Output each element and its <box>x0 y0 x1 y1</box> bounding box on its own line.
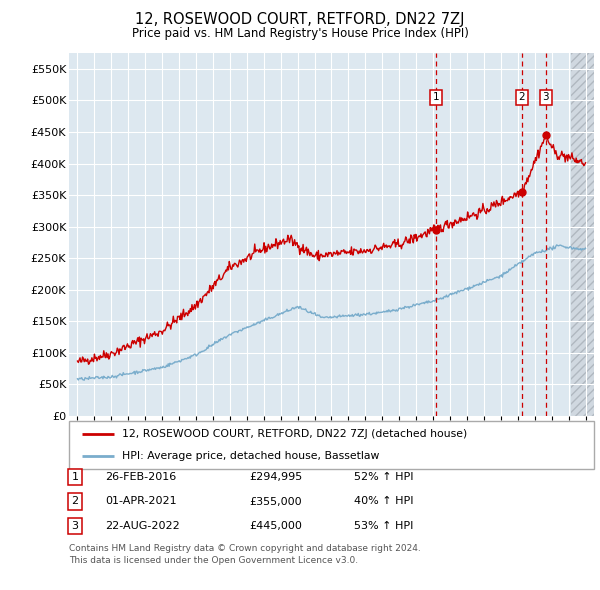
Text: £445,000: £445,000 <box>249 522 302 531</box>
Text: 12, ROSEWOOD COURT, RETFORD, DN22 7ZJ: 12, ROSEWOOD COURT, RETFORD, DN22 7ZJ <box>135 12 465 27</box>
Text: 22-AUG-2022: 22-AUG-2022 <box>105 522 180 531</box>
Text: 12, ROSEWOOD COURT, RETFORD, DN22 7ZJ (detached house): 12, ROSEWOOD COURT, RETFORD, DN22 7ZJ (d… <box>121 429 467 439</box>
Text: £355,000: £355,000 <box>249 497 302 506</box>
Text: 52% ↑ HPI: 52% ↑ HPI <box>354 472 413 481</box>
Text: 01-APR-2021: 01-APR-2021 <box>105 497 176 506</box>
Text: 1: 1 <box>433 92 439 102</box>
Text: 53% ↑ HPI: 53% ↑ HPI <box>354 522 413 531</box>
Text: 3: 3 <box>71 522 79 531</box>
Text: Price paid vs. HM Land Registry's House Price Index (HPI): Price paid vs. HM Land Registry's House … <box>131 27 469 40</box>
Text: 2: 2 <box>71 497 79 506</box>
Bar <box>571 53 594 416</box>
Text: 26-FEB-2016: 26-FEB-2016 <box>105 472 176 481</box>
Text: HPI: Average price, detached house, Bassetlaw: HPI: Average price, detached house, Bass… <box>121 451 379 461</box>
Text: 1: 1 <box>71 472 79 481</box>
Text: 3: 3 <box>542 92 549 102</box>
Text: 40% ↑ HPI: 40% ↑ HPI <box>354 497 413 506</box>
FancyBboxPatch shape <box>69 421 594 469</box>
Text: This data is licensed under the Open Government Licence v3.0.: This data is licensed under the Open Gov… <box>69 556 358 565</box>
Text: Contains HM Land Registry data © Crown copyright and database right 2024.: Contains HM Land Registry data © Crown c… <box>69 545 421 553</box>
Text: 2: 2 <box>519 92 526 102</box>
Text: £294,995: £294,995 <box>249 472 302 481</box>
